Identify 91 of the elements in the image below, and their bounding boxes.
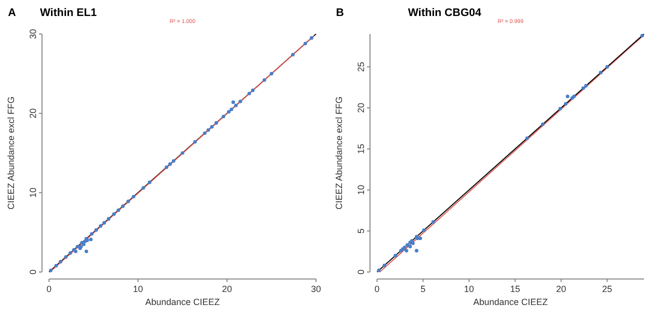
point [94, 228, 98, 232]
point [64, 255, 68, 259]
point [98, 224, 102, 228]
y-tick-label: 20 [28, 108, 38, 118]
point [142, 186, 146, 190]
x-tick-label: 10 [132, 284, 144, 294]
point [247, 92, 252, 96]
point [206, 128, 210, 132]
point [84, 250, 88, 254]
point [640, 34, 644, 38]
text: A [8, 7, 16, 19]
y-tick-label: 5 [356, 228, 366, 234]
y-tick-label: 0 [28, 269, 38, 275]
point [126, 200, 130, 204]
point [172, 159, 176, 163]
y-tick-label: 0 [356, 269, 366, 275]
point [121, 204, 125, 208]
point [598, 70, 603, 74]
point [148, 180, 152, 184]
x-tick-label: 0 [374, 284, 380, 294]
x-tick-label: 0 [46, 284, 52, 294]
point [304, 42, 308, 46]
point [558, 106, 562, 110]
point [210, 125, 214, 129]
point [411, 241, 415, 246]
y-axis-title: CIEEZ Abundance excl FFG [334, 96, 344, 210]
point [168, 162, 172, 166]
point [68, 251, 72, 255]
point [89, 238, 93, 242]
point [581, 86, 586, 90]
x-tick-label: 20 [222, 284, 232, 294]
x-axis-title: Abundance CIEEZ [145, 297, 220, 307]
point [310, 36, 314, 40]
point [422, 228, 426, 232]
point [525, 136, 529, 140]
chart-title: Within CBG04 [408, 7, 482, 19]
point [230, 108, 234, 112]
y-tick-label: 20 [356, 102, 366, 113]
y-tick-label: 15 [356, 144, 366, 154]
point [58, 260, 62, 264]
point [414, 248, 418, 252]
point [234, 104, 238, 108]
x-tick-label: 20 [556, 284, 566, 294]
x-tick-label: 15 [510, 284, 520, 294]
text: B [336, 7, 344, 19]
point [54, 264, 58, 268]
point [251, 88, 255, 92]
y-tick-label: 30 [28, 28, 38, 40]
point [90, 232, 94, 236]
point [116, 208, 120, 212]
point [164, 165, 168, 170]
point [231, 100, 236, 104]
x-tick-label: 25 [602, 284, 612, 294]
x-tick-label: 30 [310, 284, 322, 294]
point [76, 244, 80, 248]
point [431, 220, 435, 224]
chart-title: Within EL1 [40, 7, 97, 19]
point [394, 254, 398, 258]
point [377, 268, 381, 272]
point [214, 121, 218, 125]
y-axis-title: CIEEZ Abundance excl FFG [6, 96, 16, 210]
point [193, 140, 197, 144]
point [382, 264, 386, 268]
point [408, 244, 412, 248]
point [418, 236, 422, 240]
point [291, 52, 295, 56]
y-tick-label: 25 [356, 62, 366, 72]
point [584, 84, 588, 88]
point [180, 151, 184, 155]
point [132, 194, 136, 198]
point [226, 110, 231, 114]
point [605, 65, 609, 69]
point [202, 131, 207, 135]
point [48, 268, 53, 272]
point [102, 221, 106, 225]
point [566, 94, 570, 98]
x-tick-label: 5 [420, 284, 426, 294]
point [406, 243, 410, 247]
point [262, 78, 266, 82]
point [564, 102, 568, 106]
point [540, 122, 545, 126]
y-tick-label: 10 [356, 184, 366, 195]
point [270, 72, 274, 76]
point [222, 114, 226, 118]
x-axis-title: Abundance CIEEZ [473, 297, 548, 307]
point [404, 248, 408, 252]
y-tick-label: 10 [28, 188, 38, 198]
point [112, 212, 116, 216]
x-tick-label: 10 [464, 284, 474, 294]
point [106, 217, 110, 221]
point [238, 100, 242, 104]
